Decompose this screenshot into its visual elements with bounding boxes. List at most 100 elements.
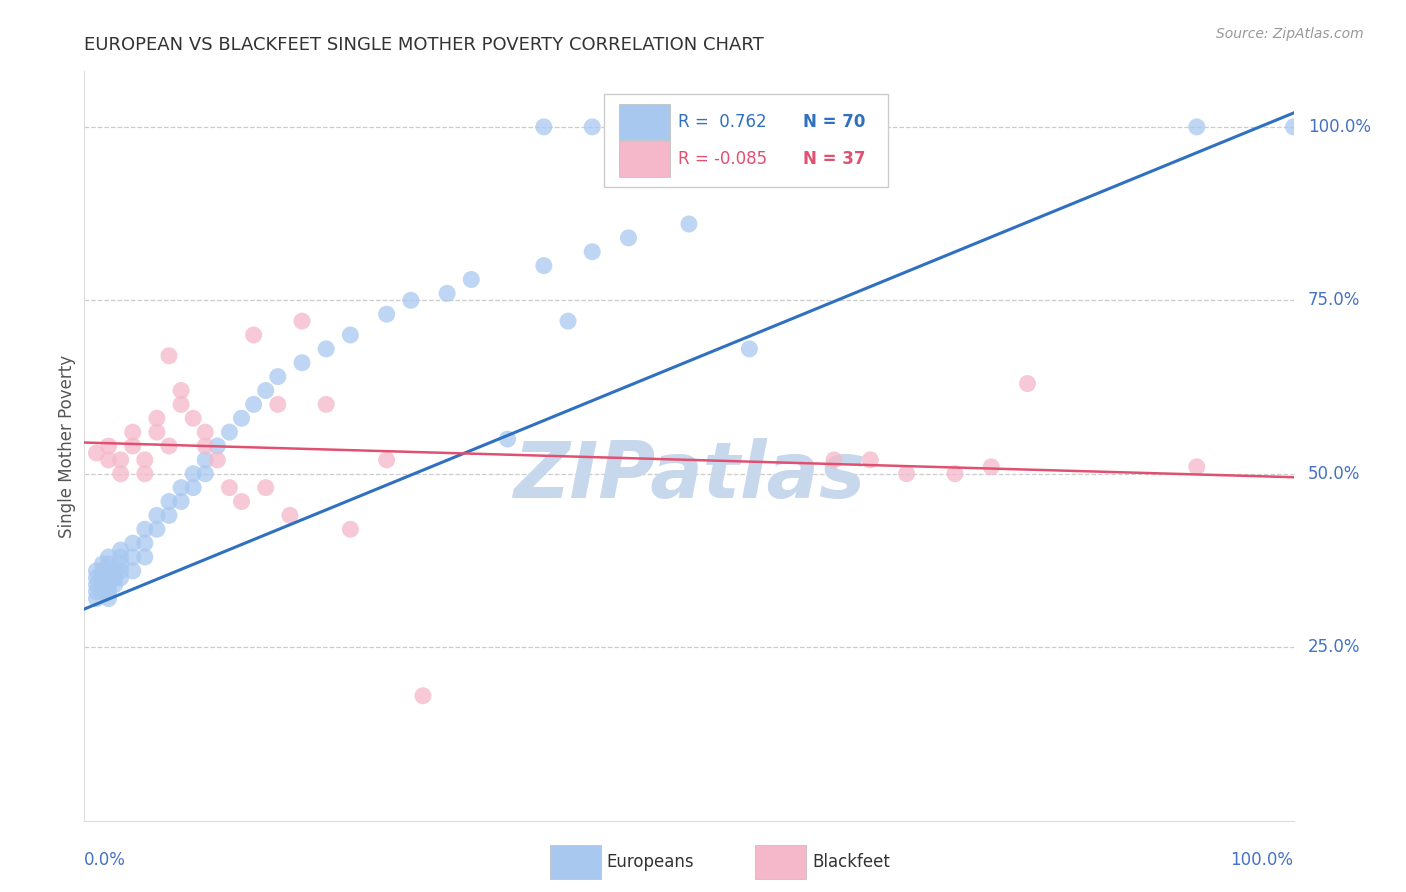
Point: [157, 439, 180, 453]
Point: [91, 557, 114, 571]
Point: [375, 453, 398, 467]
Text: 0.0%: 0.0%: [84, 851, 127, 869]
Point: [242, 328, 264, 343]
Point: [86, 446, 108, 460]
Point: [254, 481, 277, 495]
Point: [104, 571, 127, 585]
Point: [496, 432, 519, 446]
Point: [146, 425, 169, 439]
Point: [460, 272, 482, 286]
Point: [738, 342, 761, 356]
Point: [91, 584, 114, 599]
Point: [170, 494, 193, 508]
FancyBboxPatch shape: [605, 94, 889, 187]
Point: [157, 494, 180, 508]
Point: [97, 564, 120, 578]
Point: [775, 120, 797, 134]
Point: [86, 584, 108, 599]
Point: [134, 549, 156, 564]
Point: [823, 453, 845, 467]
Point: [134, 453, 156, 467]
Point: [110, 543, 132, 558]
Point: [339, 328, 361, 343]
Text: Blackfeet: Blackfeet: [813, 853, 890, 871]
Point: [97, 591, 120, 606]
Text: Source: ZipAtlas.com: Source: ZipAtlas.com: [1216, 27, 1364, 41]
Point: [146, 411, 169, 425]
Text: R =  0.762: R = 0.762: [678, 113, 766, 131]
Point: [104, 564, 127, 578]
Text: EUROPEAN VS BLACKFEET SINGLE MOTHER POVERTY CORRELATION CHART: EUROPEAN VS BLACKFEET SINGLE MOTHER POVE…: [84, 36, 763, 54]
Point: [157, 508, 180, 523]
Point: [231, 494, 253, 508]
Point: [412, 689, 434, 703]
Text: 75.0%: 75.0%: [1308, 292, 1361, 310]
Point: [121, 425, 143, 439]
Point: [86, 591, 108, 606]
Point: [291, 314, 314, 328]
Point: [110, 564, 132, 578]
Point: [104, 578, 127, 592]
Point: [339, 522, 361, 536]
Point: [194, 425, 217, 439]
Point: [97, 584, 120, 599]
Point: [97, 578, 120, 592]
Point: [121, 549, 143, 564]
Point: [231, 411, 253, 425]
Point: [110, 557, 132, 571]
Point: [121, 536, 143, 550]
Point: [91, 578, 114, 592]
Point: [86, 571, 108, 585]
FancyBboxPatch shape: [755, 845, 806, 880]
Point: [617, 231, 640, 245]
Point: [181, 481, 204, 495]
Point: [181, 467, 204, 481]
Point: [267, 369, 290, 384]
Point: [110, 467, 132, 481]
Point: [823, 120, 845, 134]
Point: [97, 439, 120, 453]
Y-axis label: Single Mother Poverty: Single Mother Poverty: [58, 354, 76, 538]
Point: [170, 384, 193, 398]
Point: [896, 467, 918, 481]
Point: [242, 397, 264, 411]
Point: [533, 259, 555, 273]
Text: N = 70: N = 70: [803, 113, 865, 131]
Point: [315, 397, 337, 411]
Point: [1282, 120, 1305, 134]
Text: ZIPatlas: ZIPatlas: [513, 438, 865, 514]
Text: N = 37: N = 37: [803, 150, 865, 168]
Point: [943, 467, 966, 481]
Point: [97, 557, 120, 571]
Point: [375, 307, 398, 321]
Text: R = -0.085: R = -0.085: [678, 150, 768, 168]
Point: [97, 453, 120, 467]
Point: [181, 411, 204, 425]
Point: [738, 120, 761, 134]
FancyBboxPatch shape: [619, 141, 669, 177]
Point: [146, 508, 169, 523]
Point: [291, 356, 314, 370]
Point: [557, 314, 579, 328]
Text: 100.0%: 100.0%: [1308, 118, 1371, 136]
FancyBboxPatch shape: [550, 845, 600, 880]
Point: [86, 578, 108, 592]
Point: [278, 508, 301, 523]
Point: [134, 467, 156, 481]
Point: [315, 342, 337, 356]
Point: [207, 439, 229, 453]
Text: 25.0%: 25.0%: [1308, 638, 1361, 657]
Point: [91, 571, 114, 585]
Point: [267, 397, 290, 411]
Point: [980, 459, 1002, 474]
Point: [97, 549, 120, 564]
Point: [170, 397, 193, 411]
Text: 50.0%: 50.0%: [1308, 465, 1361, 483]
Point: [581, 244, 603, 259]
Text: 100.0%: 100.0%: [1230, 851, 1294, 869]
Point: [194, 453, 217, 467]
Point: [207, 453, 229, 467]
Point: [678, 217, 700, 231]
Text: Europeans: Europeans: [607, 853, 695, 871]
Point: [581, 120, 603, 134]
